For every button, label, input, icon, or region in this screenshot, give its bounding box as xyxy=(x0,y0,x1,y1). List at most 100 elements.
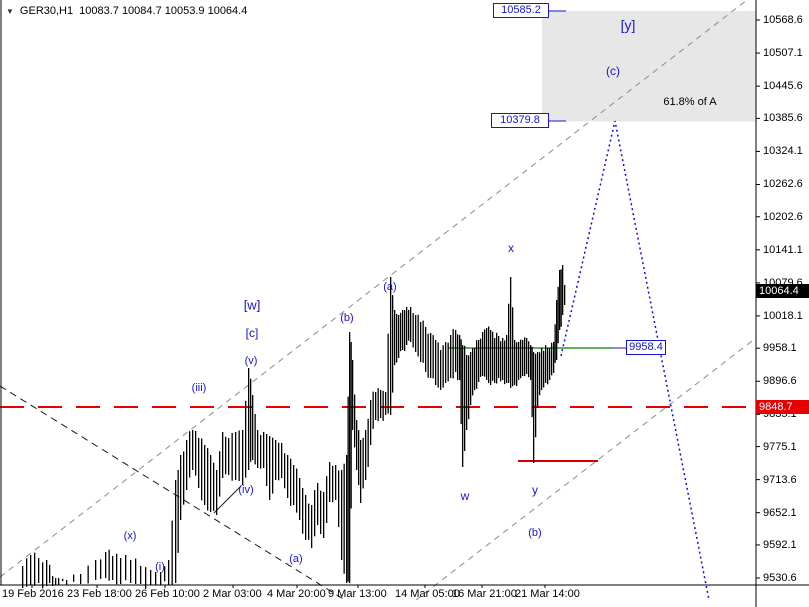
wave-label-c[interactable]: [c] xyxy=(245,326,259,340)
price-bar xyxy=(404,309,406,352)
price-axis-label: 10202.6 xyxy=(763,210,803,223)
wave-label-c[interactable]: (c) xyxy=(606,64,620,78)
price-bar xyxy=(402,310,404,350)
price-bar xyxy=(415,315,417,352)
price-axis-label: 10324.1 xyxy=(763,145,803,158)
wedge-line[interactable] xyxy=(213,485,242,514)
wave-label-x[interactable]: (x) xyxy=(123,530,137,542)
price-axis-label: 9958.1 xyxy=(763,342,797,355)
price-bar xyxy=(562,265,564,315)
price-bar xyxy=(516,342,518,386)
price-bar xyxy=(543,350,545,388)
price-bar xyxy=(135,558,137,584)
wave-label-i[interactable]: (i) xyxy=(155,561,165,573)
wave-label-w[interactable]: [w] xyxy=(243,297,261,313)
ascending-channel-lower-line[interactable] xyxy=(415,337,757,601)
price-bar xyxy=(462,345,464,467)
price-bar xyxy=(367,418,369,467)
price-bar xyxy=(228,438,230,475)
price-bar xyxy=(502,338,504,380)
time-axis-label: 4 Mar 20:00 xyxy=(267,588,326,600)
chart-title-bar: ▼ GER30,H1 10083.7 10084.7 10053.9 10064… xyxy=(6,5,247,17)
price-bar xyxy=(442,345,444,388)
price-bar xyxy=(535,353,537,438)
price-bar xyxy=(356,420,358,470)
price-bar xyxy=(488,326,490,384)
price-bar xyxy=(377,388,379,422)
price-bar xyxy=(219,451,221,497)
price-bar xyxy=(486,328,488,380)
price-bar xyxy=(245,400,247,478)
time-axis-label: 14 Mar 05:00 xyxy=(395,588,460,600)
price-bar xyxy=(460,339,462,425)
price-axis-label: 9835.1 xyxy=(763,408,797,421)
wave-label-iii[interactable]: (iii) xyxy=(191,382,207,394)
wave-label-x[interactable]: x xyxy=(508,241,514,255)
wave-label-a[interactable]: (a) xyxy=(383,281,397,293)
price-bar xyxy=(308,503,310,540)
price-bar xyxy=(398,315,400,358)
price-bar xyxy=(347,396,349,582)
price-axis-label: 10079.6 xyxy=(763,276,803,289)
wave-label-y[interactable]: [y] xyxy=(620,17,636,33)
price-bar xyxy=(472,348,474,396)
chart-ohlc-readout: 10083.7 10084.7 10053.9 10064.4 xyxy=(79,5,248,17)
price-bar xyxy=(394,310,396,365)
price-bar xyxy=(564,285,566,305)
fib-target-zone[interactable] xyxy=(542,11,756,122)
price-bar xyxy=(387,333,389,414)
price-bar xyxy=(323,492,325,538)
price-bar xyxy=(210,455,212,512)
price-target-box[interactable]: 9958.4 xyxy=(626,340,666,356)
price-bar xyxy=(510,277,512,388)
price-bar xyxy=(457,334,459,381)
wave-label-b[interactable]: (b) xyxy=(528,527,542,539)
wave-label-b[interactable]: (b) xyxy=(340,312,354,324)
wave-label-iv[interactable]: (iv) xyxy=(238,484,254,496)
price-target-box[interactable]: 10585.2 xyxy=(493,3,549,19)
price-bar xyxy=(112,556,114,580)
wave-label-v[interactable]: (v) xyxy=(244,355,258,367)
descending-trendline[interactable] xyxy=(0,385,346,601)
price-bar xyxy=(46,560,48,586)
price-bar xyxy=(34,552,36,586)
price-bar xyxy=(531,346,533,418)
price-bar xyxy=(362,437,364,489)
wave-label-a[interactable]: (a) xyxy=(289,553,303,565)
price-bar xyxy=(365,430,367,480)
price-bar xyxy=(145,567,147,589)
time-axis-label: 19 Feb 2016 xyxy=(2,588,64,600)
fib-ratio-note[interactable]: 61.8% of A xyxy=(663,96,717,108)
price-target-box[interactable]: 10379.8 xyxy=(491,113,549,129)
price-bar xyxy=(474,348,476,390)
price-bar xyxy=(506,335,508,383)
price-bar xyxy=(275,440,277,480)
price-axis-label: 10262.6 xyxy=(763,178,803,191)
price-bar xyxy=(140,566,142,584)
ascending-channel-upper-line[interactable] xyxy=(0,0,748,578)
price-bar xyxy=(343,463,345,574)
blue-projection-path[interactable] xyxy=(560,120,710,601)
price-bar xyxy=(130,560,132,583)
price-bar xyxy=(120,558,122,584)
price-bar xyxy=(320,490,322,535)
price-bar xyxy=(80,574,82,584)
price-bar xyxy=(522,340,524,376)
price-bar xyxy=(235,432,237,480)
price-bar xyxy=(213,462,215,511)
chart-dropdown-icon[interactable]: ▼ xyxy=(6,6,14,16)
price-bar xyxy=(492,331,494,381)
price-axis-label: 10568.6 xyxy=(763,14,803,26)
price-bar xyxy=(541,348,543,390)
wave-label-w[interactable]: w xyxy=(460,489,470,503)
price-bar xyxy=(549,348,551,380)
price-bar xyxy=(231,433,233,481)
price-bar xyxy=(445,342,447,383)
price-bar xyxy=(537,352,539,408)
price-bar xyxy=(329,462,331,502)
price-bar xyxy=(125,555,127,581)
price-bar xyxy=(284,453,286,489)
wave-label-y[interactable]: y xyxy=(532,483,538,497)
